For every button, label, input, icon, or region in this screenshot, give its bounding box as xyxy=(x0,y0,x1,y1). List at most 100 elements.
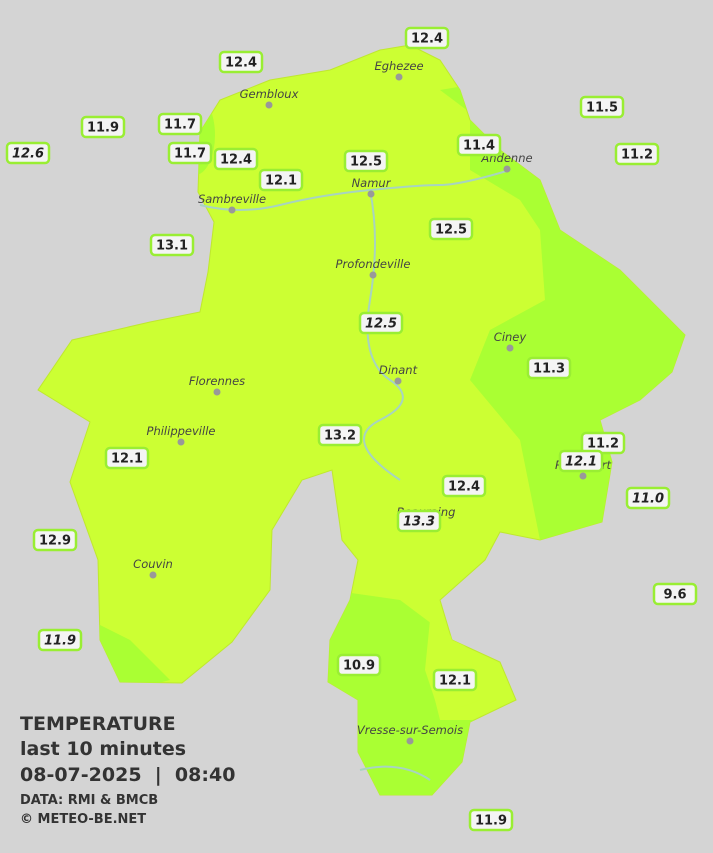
station-value: 11.3 xyxy=(533,362,565,377)
station-box xyxy=(157,112,203,136)
town-name: Vresse-sur-Semois xyxy=(357,723,463,737)
station: 11.7 xyxy=(167,141,213,165)
station: 12.4 xyxy=(441,474,487,498)
town-dot xyxy=(406,737,414,745)
station: 13.2 xyxy=(317,423,363,447)
station-box xyxy=(37,628,83,652)
station-box xyxy=(336,653,382,677)
station-box xyxy=(652,582,698,606)
legend-credit: © METEO-BE.NET xyxy=(20,812,146,827)
station-value: 12.1 xyxy=(111,452,143,467)
station-box xyxy=(441,474,487,498)
town-dot xyxy=(394,377,402,385)
station-value: 12.5 xyxy=(435,223,467,238)
station-box xyxy=(526,356,572,380)
station-value: 9.6 xyxy=(663,588,686,603)
station-value: 12.4 xyxy=(220,153,252,168)
station-box xyxy=(468,808,514,832)
station: 12.6 xyxy=(5,141,51,165)
station: 11.0 xyxy=(625,486,671,510)
station-value: 11.2 xyxy=(587,437,619,452)
station-box xyxy=(213,147,259,171)
station: 11.2 xyxy=(580,431,626,455)
station-box xyxy=(167,141,213,165)
station-box xyxy=(558,449,604,473)
station-value: 11.9 xyxy=(87,121,119,136)
station-box xyxy=(317,423,363,447)
station: 11.2 xyxy=(614,142,660,166)
station-box xyxy=(625,486,671,510)
station: 11.4 xyxy=(456,133,502,157)
station-value: 11.7 xyxy=(164,118,196,133)
station-value: 11.0 xyxy=(632,492,664,507)
town-dot xyxy=(149,571,157,579)
station-box xyxy=(456,133,502,157)
station-value: 12.6 xyxy=(12,147,44,162)
river xyxy=(359,765,431,781)
station-value: 11.9 xyxy=(44,634,76,649)
town-name: Philippeville xyxy=(147,424,216,438)
station-value: 13.1 xyxy=(156,239,188,254)
town-name: Profondeville xyxy=(336,257,411,271)
river xyxy=(363,189,404,481)
legend-title: TEMPERATURE xyxy=(20,713,176,735)
town-name: Ciney xyxy=(494,330,527,344)
town-dot xyxy=(177,438,185,446)
stations: 12.4 12.4 11.9 11.7 11.5 12.6 11.7 12.4 12.5 11.4… xyxy=(5,26,698,832)
legend: TEMPERATURE last 10 minutes 08-07-2025 |… xyxy=(20,713,235,827)
town-name: Florennes xyxy=(189,374,245,388)
station-box xyxy=(149,233,195,257)
station: 12.5 xyxy=(358,311,404,335)
station-value: 12.1 xyxy=(565,455,597,470)
station-value: 12.5 xyxy=(350,155,382,170)
station-box xyxy=(5,141,51,165)
station-value: 12.9 xyxy=(39,534,71,549)
legend-source: DATA: RMI & BMCB xyxy=(20,793,158,808)
station: 12.5 xyxy=(343,149,389,173)
town-dot xyxy=(367,190,375,198)
station: 12.1 xyxy=(558,449,604,473)
station: 11.9 xyxy=(37,628,83,652)
legend-subtitle: last 10 minutes xyxy=(20,738,186,760)
station: 12.1 xyxy=(432,668,478,692)
station-value: 13.3 xyxy=(403,515,435,530)
town-dot xyxy=(213,388,221,396)
station-value: 11.4 xyxy=(463,139,495,154)
station-value: 12.5 xyxy=(365,317,397,332)
station: 12.4 xyxy=(218,50,264,74)
station-value: 11.9 xyxy=(475,814,507,829)
station-box xyxy=(614,142,660,166)
station: 9.6 xyxy=(652,582,698,606)
station-value: 12.1 xyxy=(439,674,471,689)
station: 11.7 xyxy=(157,112,203,136)
station-value: 12.4 xyxy=(411,32,443,47)
station: 13.3 xyxy=(396,509,442,533)
station-box xyxy=(80,115,126,139)
station-box xyxy=(32,528,78,552)
station-box xyxy=(358,311,404,335)
legend-datetime: 08-07-2025 | 08:40 xyxy=(20,764,235,786)
town-dot xyxy=(503,165,511,173)
town-name: Namur xyxy=(352,176,392,190)
station: 12.5 xyxy=(428,217,474,241)
station-value: 13.2 xyxy=(324,429,356,444)
station: 11.3 xyxy=(526,356,572,380)
town-name: Sambreville xyxy=(198,192,266,206)
station-box xyxy=(343,149,389,173)
town-dot xyxy=(265,101,273,109)
river xyxy=(199,169,511,211)
town-name: Gembloux xyxy=(240,87,299,101)
station-box xyxy=(396,509,442,533)
station-box xyxy=(580,431,626,455)
town-dot xyxy=(395,73,403,81)
station-box xyxy=(404,26,450,50)
town-name: Eghezee xyxy=(374,59,423,73)
station: 12.9 xyxy=(32,528,78,552)
station-box xyxy=(428,217,474,241)
station: 12.1 xyxy=(104,446,150,470)
station: 12.1 xyxy=(258,168,304,192)
station: 12.4 xyxy=(213,147,259,171)
station: 11.9 xyxy=(468,808,514,832)
town-dot xyxy=(579,472,587,480)
